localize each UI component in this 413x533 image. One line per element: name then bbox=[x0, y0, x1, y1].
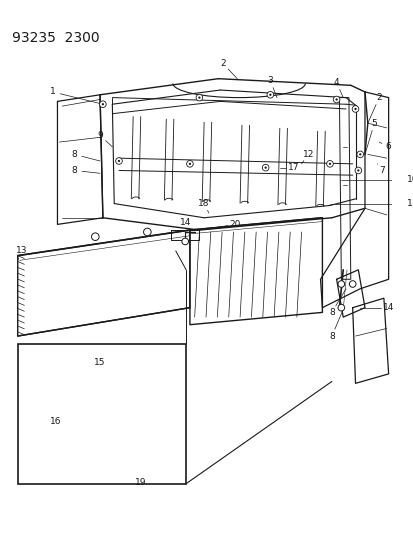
Circle shape bbox=[118, 160, 120, 162]
Text: 5: 5 bbox=[371, 119, 376, 127]
Circle shape bbox=[264, 166, 266, 169]
Text: 9: 9 bbox=[97, 131, 103, 140]
Circle shape bbox=[351, 106, 358, 112]
Circle shape bbox=[354, 167, 361, 174]
Text: 18: 18 bbox=[198, 199, 209, 208]
Circle shape bbox=[87, 433, 94, 441]
Text: 4: 4 bbox=[333, 78, 339, 87]
Circle shape bbox=[196, 94, 202, 101]
Text: 7: 7 bbox=[378, 166, 384, 175]
Text: 14: 14 bbox=[382, 303, 393, 312]
Text: 17: 17 bbox=[287, 163, 299, 172]
Text: 12: 12 bbox=[302, 150, 313, 159]
Text: 6: 6 bbox=[385, 142, 391, 151]
Text: 16: 16 bbox=[50, 417, 61, 426]
Bar bbox=[18, 344, 186, 483]
Text: 10: 10 bbox=[406, 175, 413, 184]
Circle shape bbox=[262, 164, 268, 171]
Text: 2: 2 bbox=[375, 93, 381, 102]
Circle shape bbox=[349, 281, 355, 287]
Circle shape bbox=[91, 233, 99, 240]
Circle shape bbox=[332, 96, 339, 103]
Text: 8: 8 bbox=[71, 150, 77, 159]
Circle shape bbox=[266, 92, 273, 98]
Circle shape bbox=[181, 238, 188, 245]
Circle shape bbox=[110, 433, 118, 441]
Text: 3: 3 bbox=[267, 76, 273, 85]
Text: 8: 8 bbox=[71, 166, 77, 175]
Text: 93235  2300: 93235 2300 bbox=[12, 31, 100, 45]
Circle shape bbox=[337, 281, 344, 287]
Text: 8: 8 bbox=[328, 308, 334, 317]
Circle shape bbox=[354, 108, 356, 110]
Circle shape bbox=[268, 94, 271, 96]
Text: 14: 14 bbox=[179, 218, 190, 227]
Circle shape bbox=[337, 304, 344, 311]
Circle shape bbox=[335, 99, 337, 101]
Circle shape bbox=[198, 96, 200, 99]
Text: 19: 19 bbox=[135, 478, 146, 487]
Circle shape bbox=[188, 163, 191, 165]
Text: 13: 13 bbox=[16, 246, 27, 255]
Text: 1: 1 bbox=[50, 87, 55, 96]
Circle shape bbox=[115, 158, 122, 164]
Text: 2: 2 bbox=[220, 59, 225, 68]
Circle shape bbox=[328, 163, 330, 165]
Text: 20: 20 bbox=[229, 220, 240, 229]
Text: 8: 8 bbox=[328, 332, 334, 341]
Circle shape bbox=[356, 169, 358, 172]
Circle shape bbox=[358, 154, 361, 156]
Circle shape bbox=[143, 228, 151, 236]
Circle shape bbox=[326, 160, 332, 167]
Circle shape bbox=[100, 101, 106, 108]
Circle shape bbox=[186, 160, 193, 167]
Circle shape bbox=[356, 151, 363, 158]
Circle shape bbox=[102, 103, 104, 106]
Text: 15: 15 bbox=[94, 358, 106, 367]
Text: 11: 11 bbox=[406, 199, 413, 208]
